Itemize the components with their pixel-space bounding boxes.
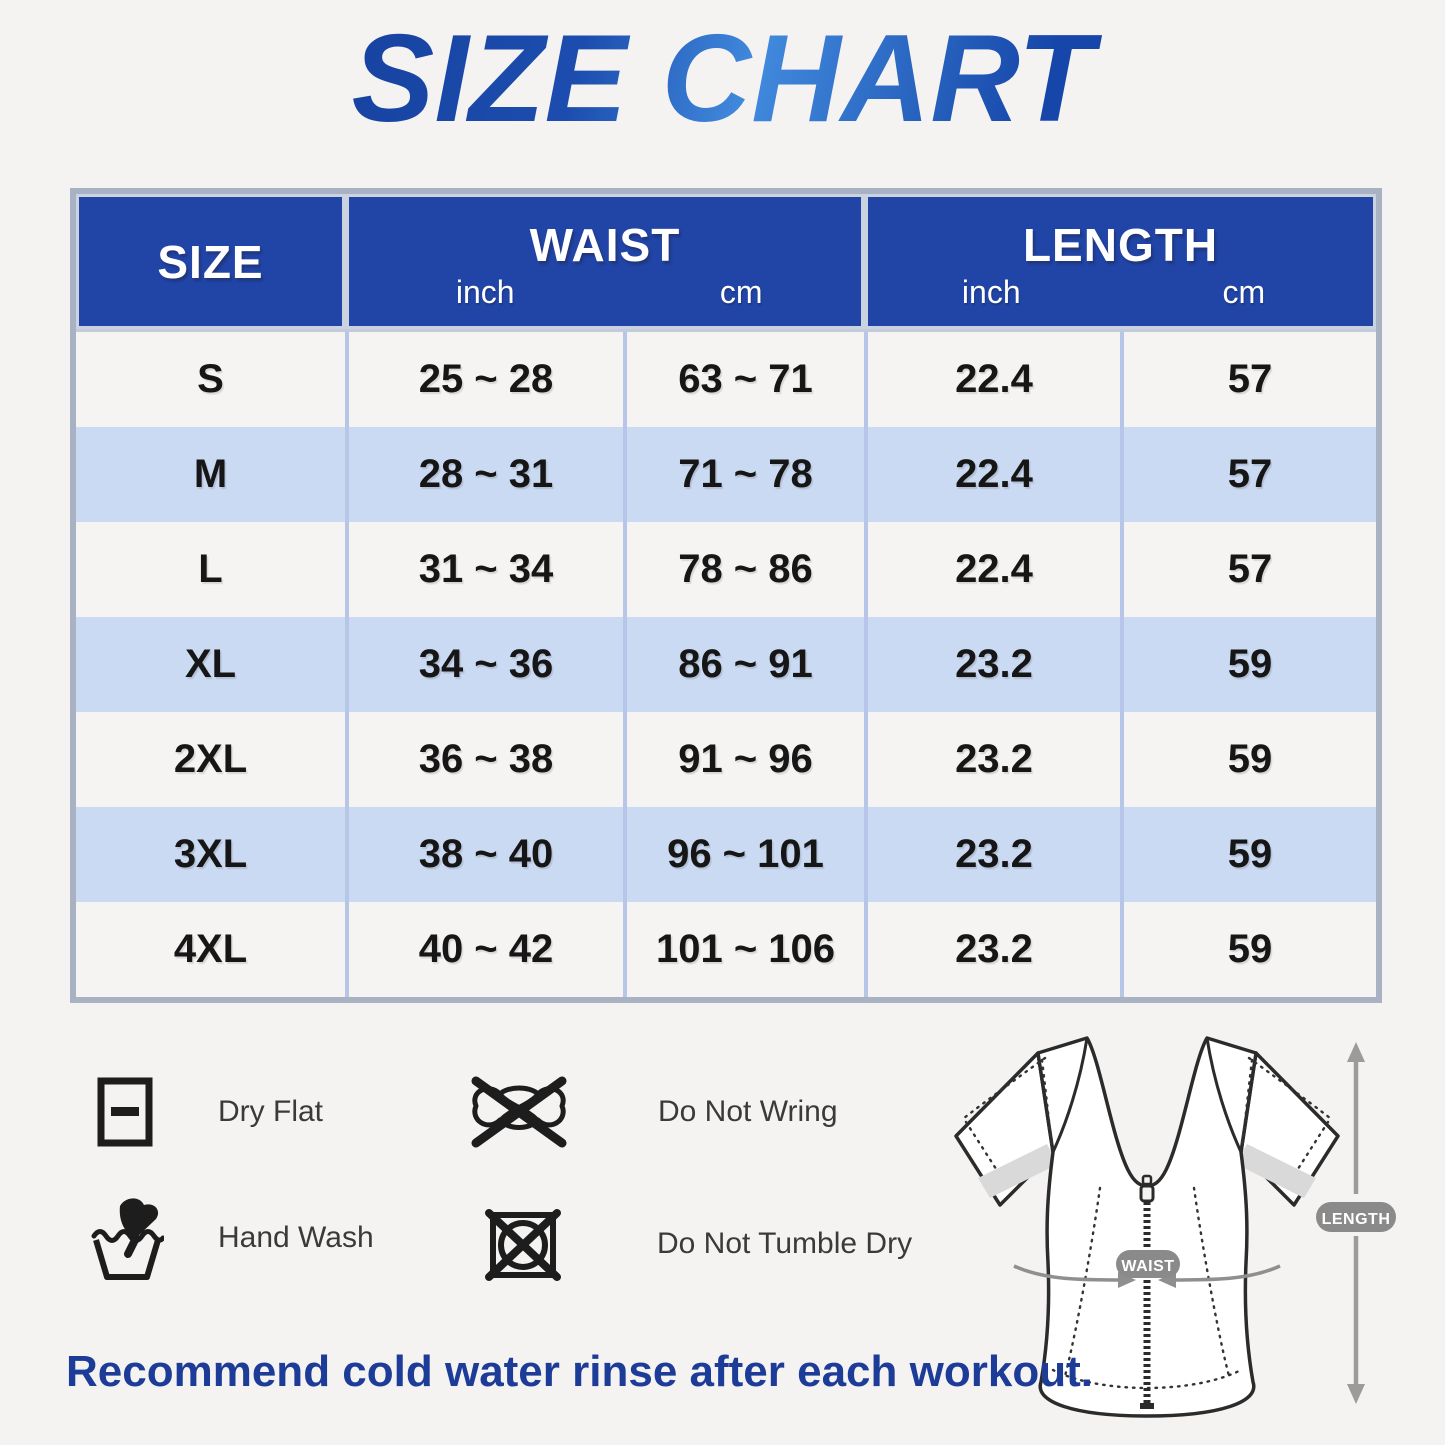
table-row: 4XL 40 ~ 42 101 ~ 106 23.2 59 xyxy=(76,902,1376,997)
cell-waist-cm: 101 ~ 106 xyxy=(623,902,864,997)
table-row: XL 34 ~ 36 86 ~ 91 23.2 59 xyxy=(76,617,1376,712)
waist-unit-cm: cm xyxy=(719,274,763,310)
header-length-label: LENGTH xyxy=(1022,219,1219,271)
cell-size: M xyxy=(193,452,228,496)
length-unit-inch: inch xyxy=(961,274,1021,310)
cell-length-cm: 57 xyxy=(1120,427,1376,522)
cell-size: 4XL xyxy=(173,927,248,971)
cell-waist-cm: 78 ~ 86 xyxy=(623,522,864,617)
cell-length-cm: 59 xyxy=(1120,712,1376,807)
cell-size: XL xyxy=(184,642,237,686)
cell-waist-inch: 31 ~ 34 xyxy=(345,522,623,617)
care-item-hand-wash: Hand Wash xyxy=(90,1196,374,1280)
table-row: L 31 ~ 34 78 ~ 86 22.4 57 xyxy=(76,522,1376,617)
cell-waist-cm: 91 ~ 96 xyxy=(623,712,864,807)
table-body: S 25 ~ 28 63 ~ 71 22.4 57 M 28 ~ 31 71 ~… xyxy=(76,329,1376,997)
cell-length-cm: 57 xyxy=(1120,332,1376,427)
table-row: 2XL 36 ~ 38 91 ~ 96 23.2 59 xyxy=(76,712,1376,807)
care-label: Do Not Wring xyxy=(658,1095,838,1128)
header-waist-cell: WAIST inch cm xyxy=(345,194,864,329)
cell-waist-inch: 40 ~ 42 xyxy=(345,902,623,997)
length-arrowheads xyxy=(1347,1042,1365,1404)
dry-flat-icon xyxy=(97,1077,153,1147)
cell-waist-inch: 28 ~ 31 xyxy=(345,427,623,522)
cell-waist-inch: 36 ~ 38 xyxy=(345,712,623,807)
table-row: 3XL 38 ~ 40 96 ~ 101 23.2 59 xyxy=(76,807,1376,902)
waist-badge-label: WAIST xyxy=(1121,1258,1174,1275)
cell-waist-inch: 38 ~ 40 xyxy=(345,807,623,902)
cell-size: 2XL xyxy=(173,737,248,781)
waist-arrows xyxy=(1013,1264,1281,1282)
page-title: SIZE CHART xyxy=(0,8,1445,150)
cell-waist-cm: 96 ~ 101 xyxy=(623,807,864,902)
do-not-tumble-dry-icon xyxy=(485,1209,561,1281)
length-unit-cm: cm xyxy=(1222,274,1266,310)
header-size-label: SIZE xyxy=(157,235,264,288)
cell-length-inch: 23.2 xyxy=(864,712,1120,807)
length-badge: LENGTH xyxy=(1316,1202,1396,1232)
care-note: Recommend cold water rinse after each wo… xyxy=(66,1347,1093,1396)
underarm-panels xyxy=(978,1144,1316,1198)
care-item-do-not-wring: Do Not Wring xyxy=(468,1074,838,1150)
header-size-cell: SIZE xyxy=(76,194,345,329)
size-table: SIZE WAIST inch cm LENGTH inch cm S xyxy=(70,188,1382,1003)
cell-length-cm: 57 xyxy=(1120,522,1376,617)
cell-length-cm: 59 xyxy=(1120,902,1376,997)
cell-waist-inch: 34 ~ 36 xyxy=(345,617,623,712)
care-item-dry-flat: Dry Flat xyxy=(96,1076,323,1148)
seam-stitches xyxy=(962,1056,1332,1390)
care-item-do-not-tumble-dry: Do Not Tumble Dry xyxy=(484,1204,912,1284)
table-row: M 28 ~ 31 71 ~ 78 22.4 57 xyxy=(76,427,1376,522)
care-label: Do Not Tumble Dry xyxy=(657,1227,913,1260)
cell-length-inch: 22.4 xyxy=(864,427,1120,522)
armhole-seams xyxy=(1051,1037,1243,1153)
table-header: SIZE WAIST inch cm LENGTH inch cm xyxy=(76,194,1376,329)
length-badge-label: LENGTH xyxy=(1322,1211,1391,1228)
cell-length-inch: 23.2 xyxy=(864,617,1120,712)
zipper xyxy=(1139,1174,1155,1410)
cell-length-inch: 22.4 xyxy=(864,332,1120,427)
cell-waist-inch: 25 ~ 28 xyxy=(345,332,623,427)
care-label: Dry Flat xyxy=(218,1095,323,1128)
cell-size: 3XL xyxy=(173,832,248,876)
waist-unit-inch: inch xyxy=(455,274,515,310)
header-length-cell: LENGTH inch cm xyxy=(864,194,1376,329)
cell-size: S xyxy=(197,357,224,401)
table-row: S 25 ~ 28 63 ~ 71 22.4 57 xyxy=(76,332,1376,427)
cell-waist-cm: 71 ~ 78 xyxy=(623,427,864,522)
hand-wash-icon xyxy=(91,1198,164,1280)
cell-size: L xyxy=(198,547,223,591)
cell-waist-cm: 63 ~ 71 xyxy=(623,332,864,427)
cell-length-inch: 22.4 xyxy=(864,522,1120,617)
care-label: Hand Wash xyxy=(218,1221,374,1254)
cell-length-cm: 59 xyxy=(1120,807,1376,902)
do-not-wring-icon xyxy=(471,1076,567,1148)
cell-length-cm: 59 xyxy=(1120,617,1376,712)
cell-length-inch: 23.2 xyxy=(864,807,1120,902)
header-waist-label: WAIST xyxy=(529,219,681,271)
cell-waist-cm: 86 ~ 91 xyxy=(623,617,864,712)
waist-badge: WAIST xyxy=(1116,1250,1180,1278)
garment-measurement-diagram: WAIST LENGTH xyxy=(954,1036,1396,1418)
cell-length-inch: 23.2 xyxy=(864,902,1120,997)
